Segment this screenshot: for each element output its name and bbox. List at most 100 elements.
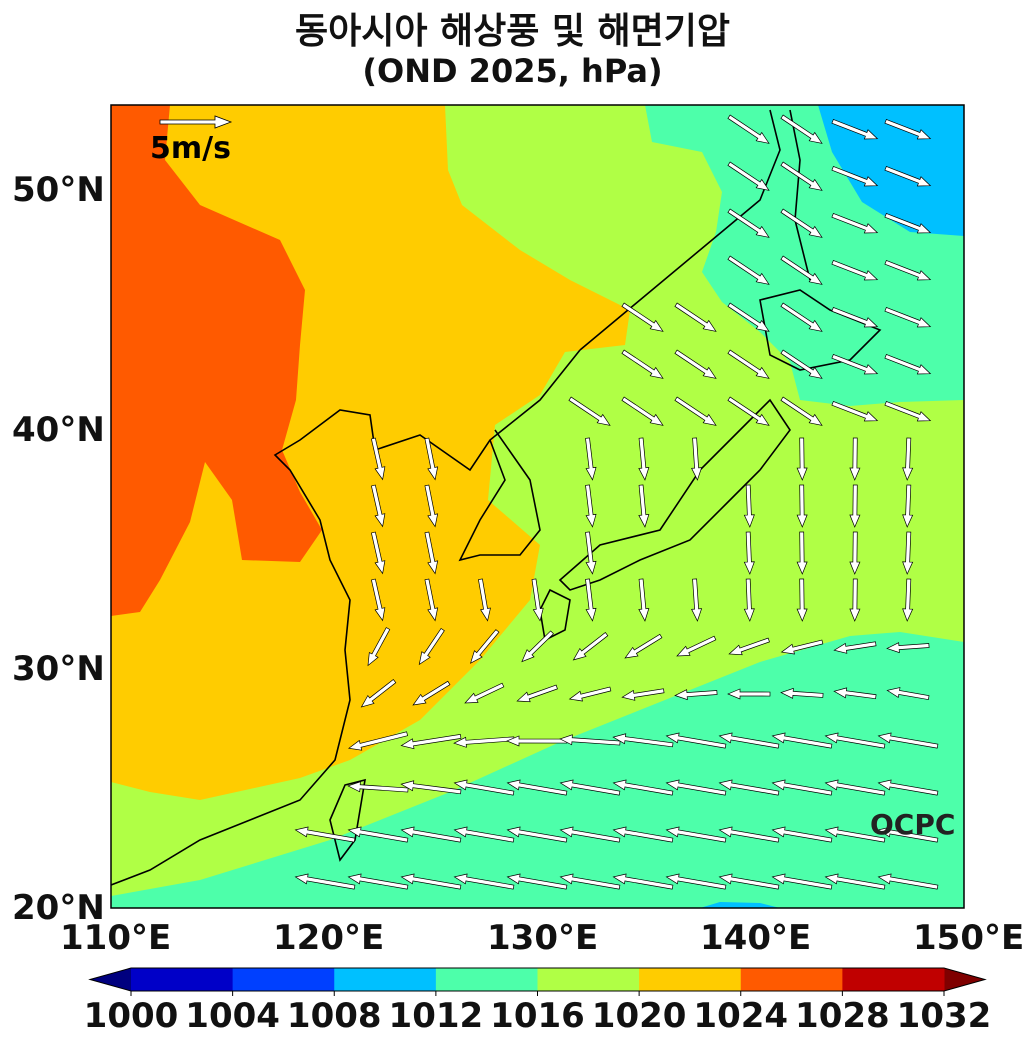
- wind-arrow: [453, 826, 515, 843]
- reference-vector-label: 5m/s: [150, 131, 231, 166]
- wind-arrow: [877, 732, 939, 749]
- wind-arrow: [371, 531, 386, 575]
- wind-arrow: [824, 826, 886, 843]
- wind-vectors: [294, 114, 939, 890]
- wind-arrow: [780, 349, 823, 379]
- wind-arrow: [665, 779, 727, 796]
- wind-arrow: [531, 578, 544, 622]
- wind-arrow: [796, 484, 808, 528]
- wind-arrow: [771, 873, 833, 890]
- wind-arrow: [621, 302, 664, 332]
- wind-arrow: [780, 639, 824, 655]
- lat-tick-50: 50°N: [12, 170, 105, 210]
- wind-arrow: [676, 635, 717, 657]
- colorbar-tick: 1028: [795, 996, 890, 1036]
- wind-arrow: [424, 437, 439, 481]
- wind-arrow: [585, 531, 597, 575]
- wind-arrow: [824, 873, 886, 890]
- wind-arrow: [585, 578, 597, 622]
- wind-arrow: [780, 208, 823, 238]
- wind-arrow: [674, 349, 717, 379]
- wind-arrow: [572, 632, 609, 661]
- wind-arrow: [424, 531, 439, 575]
- wind-arrow: [638, 437, 650, 481]
- wind-arrow: [727, 255, 770, 285]
- colorbar-bin-5: [639, 968, 742, 991]
- wind-arrow: [516, 684, 558, 703]
- wind-arrow: [877, 873, 939, 890]
- wind-arrow: [718, 873, 780, 890]
- wind-arrow: [674, 302, 717, 332]
- wind-arrow: [559, 873, 621, 890]
- colorbar: [88, 967, 987, 996]
- wind-arrow: [831, 353, 879, 375]
- wind-arrow: [718, 779, 780, 796]
- colorbar-tick: 1016: [490, 996, 585, 1036]
- wind-arrow: [612, 873, 674, 890]
- wind-arrow: [638, 578, 650, 622]
- wind-arrow: [886, 687, 930, 700]
- wind-arrow: [727, 161, 770, 191]
- colorbar-tick: 1032: [896, 996, 992, 1036]
- wind-arrow: [718, 826, 780, 843]
- wind-arrow: [796, 531, 808, 575]
- wind-arrow: [884, 400, 932, 422]
- wind-arrow: [884, 118, 932, 140]
- wind-arrow: [884, 212, 932, 234]
- wind-arrow: [624, 633, 663, 659]
- wind-arrow: [743, 531, 755, 575]
- lon-tick-130: 130°E: [487, 918, 599, 958]
- wind-arrow: [506, 873, 568, 890]
- wind-arrow: [559, 826, 621, 843]
- colorbar-tick: 1004: [185, 996, 280, 1036]
- wind-arrow: [691, 578, 703, 622]
- wind-arrow: [400, 734, 462, 750]
- colorbar-tick: 1000: [83, 996, 179, 1036]
- lon-tick-140: 140°E: [700, 918, 812, 958]
- wind-arrow: [849, 437, 861, 481]
- wind-arrow: [833, 687, 877, 700]
- wind-arrow: [831, 259, 879, 281]
- wind-arrow: [371, 437, 386, 481]
- wind-arrow: [585, 484, 597, 528]
- wind-arrow: [877, 826, 939, 843]
- wind-arrow: [727, 302, 770, 332]
- wind-arrow: [478, 578, 491, 622]
- wind-arrow: [691, 437, 703, 481]
- wind-arrow: [884, 353, 932, 375]
- lat-tick-30: 30°N: [12, 649, 105, 689]
- wind-arrow: [831, 306, 879, 328]
- wind-arrow: [771, 779, 833, 796]
- wind-arrow: [347, 873, 409, 890]
- wind-arrow: [347, 826, 409, 843]
- wind-arrow: [621, 349, 664, 379]
- wind-arrow: [621, 688, 665, 701]
- colorbar-bin-4: [537, 968, 640, 991]
- wind-arrow: [831, 118, 879, 140]
- wind-arrow: [849, 484, 861, 528]
- wind-arrow: [400, 780, 462, 795]
- wind-arrow: [400, 826, 462, 843]
- wind-arrow: [743, 484, 755, 528]
- colorbar-bin-6: [740, 968, 843, 991]
- wind-arrow: [674, 689, 718, 701]
- wind-arrow: [780, 396, 823, 426]
- wind-arrow: [521, 630, 554, 663]
- wind-arrow: [621, 396, 664, 426]
- wind-arrow: [412, 680, 451, 706]
- colorbar-bin-3: [435, 968, 538, 991]
- colorbar-tick: 1012: [388, 996, 484, 1036]
- wind-arrow: [294, 873, 356, 890]
- wind-arrow: [559, 779, 621, 796]
- wind-arrow: [884, 165, 932, 187]
- wind-arrow: [674, 396, 717, 426]
- wind-arrow: [780, 302, 823, 332]
- wind-arrow: [424, 484, 439, 528]
- wind-arrow: [294, 826, 356, 843]
- wind-arrow: [886, 642, 930, 654]
- colorbar-extend-high: [944, 968, 985, 991]
- colorbar-extend-low: [90, 968, 131, 991]
- wind-arrow: [771, 826, 833, 843]
- wind-arrow: [470, 629, 500, 664]
